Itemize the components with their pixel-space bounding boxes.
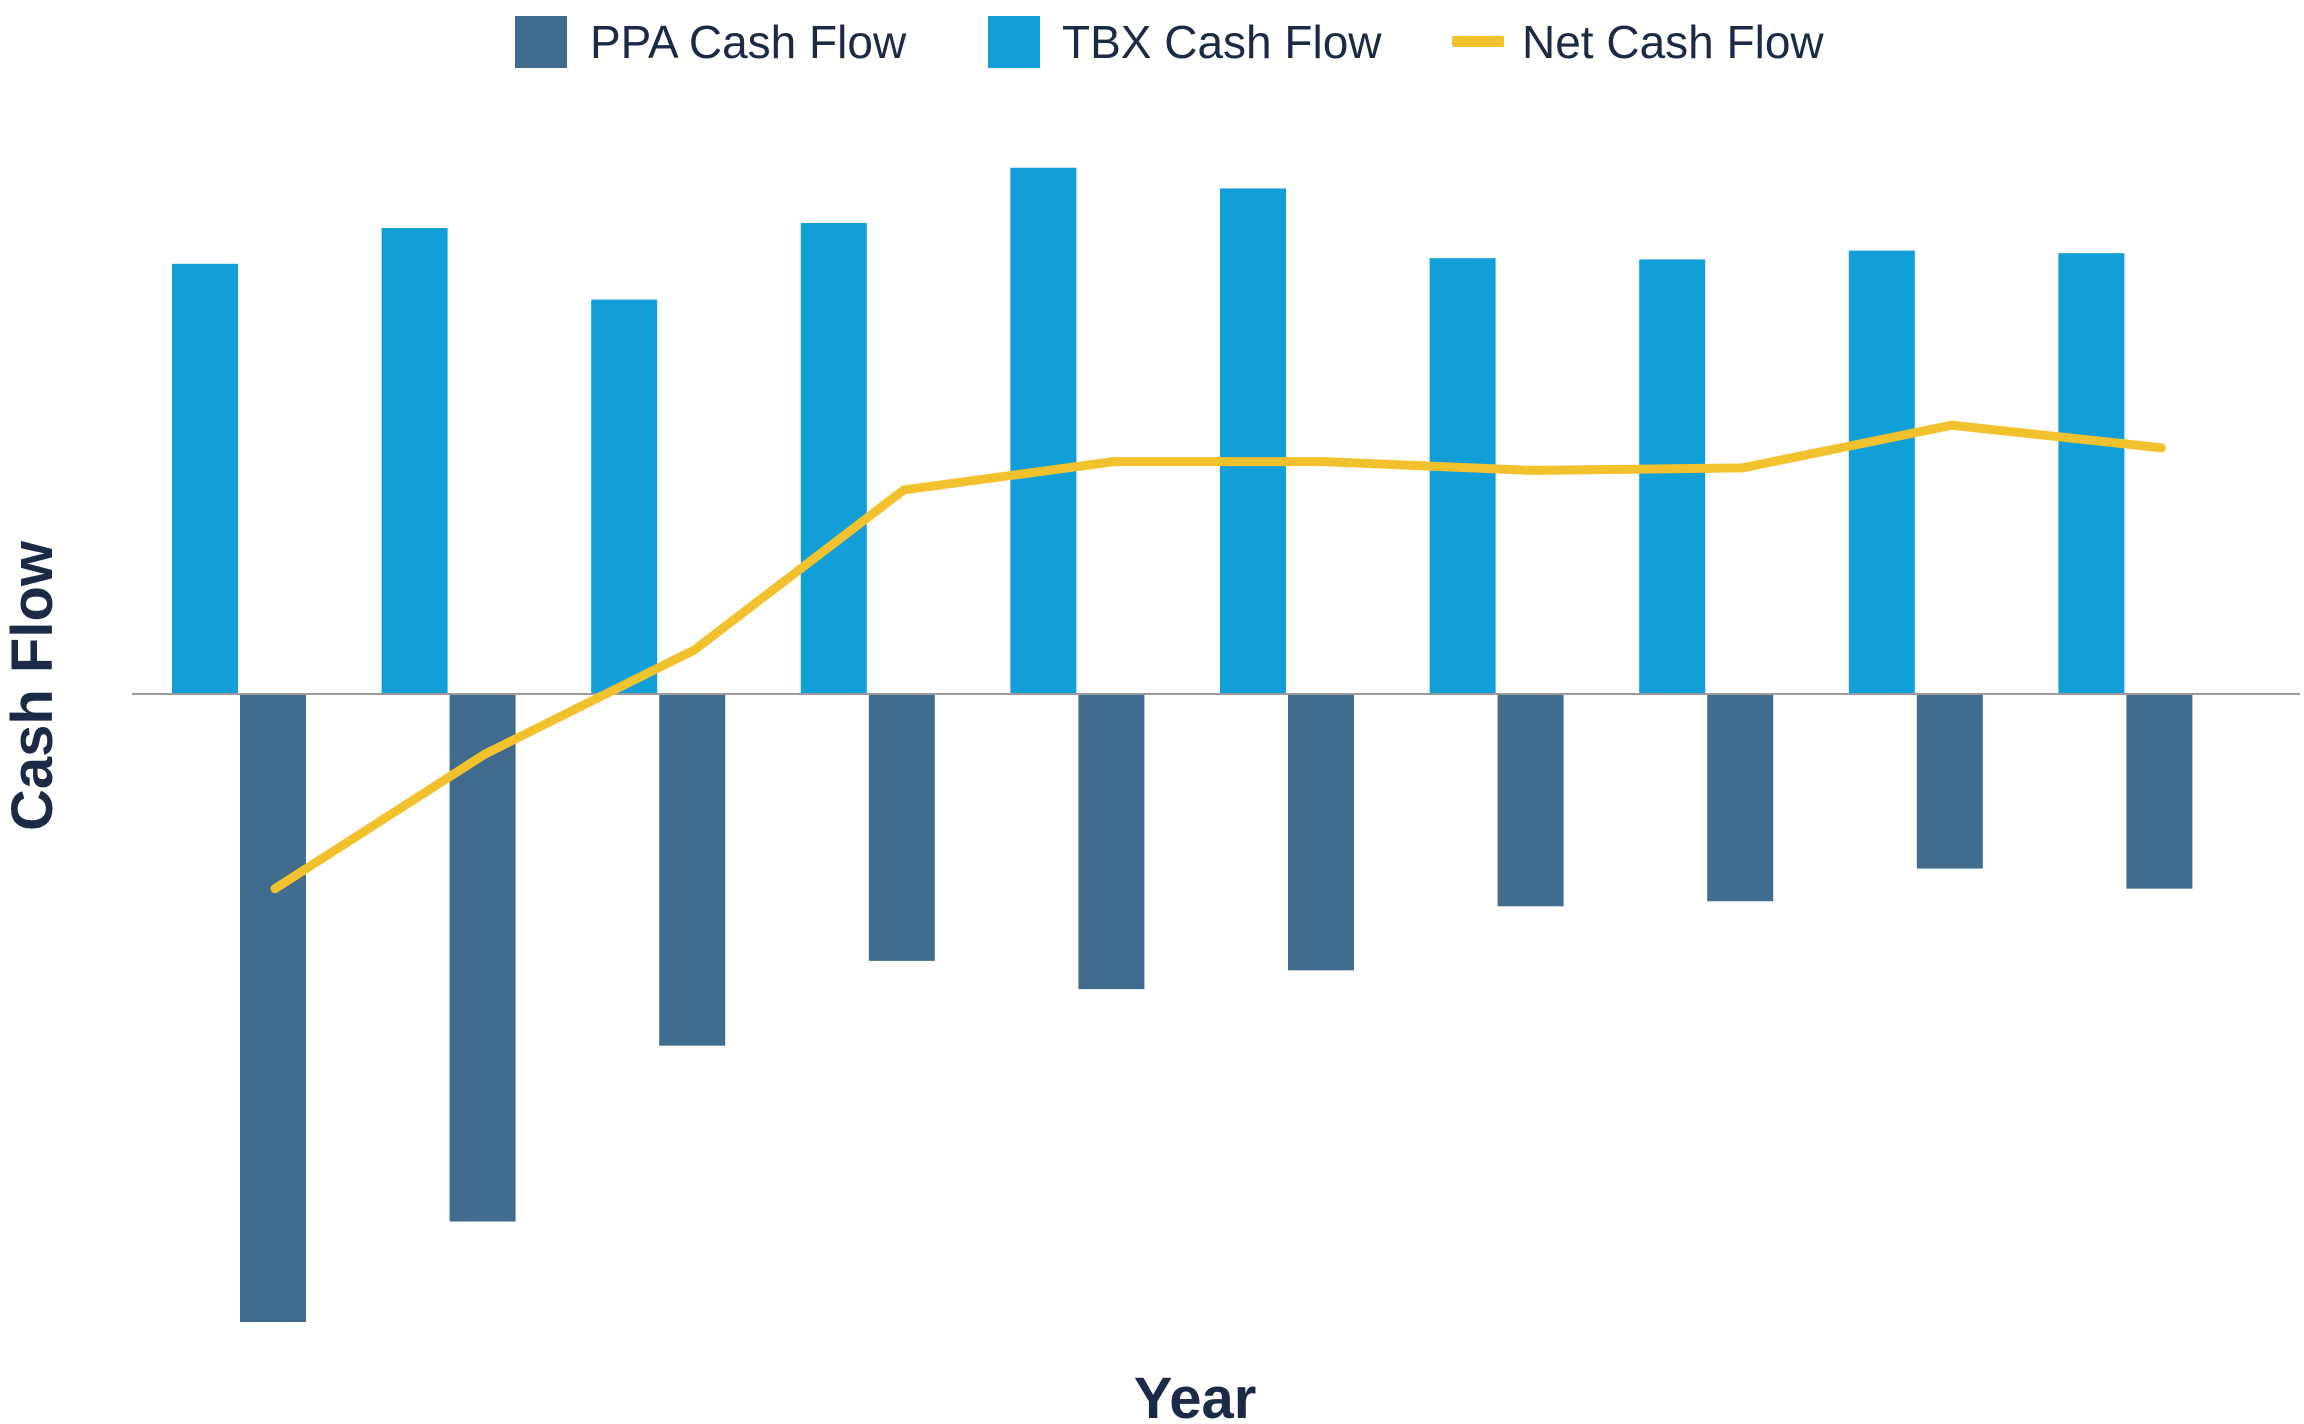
net-point-9 [1947,420,1957,430]
net-point-10 [2156,443,2166,453]
ppa-bar-7 [1497,694,1564,907]
legend-label-ppa: PPA Cash Flow [590,16,907,68]
net-point-3 [689,645,699,655]
y-axis-title: Cash Flow [0,540,65,831]
legend-swatch-ppa [515,16,567,68]
tbx-bar-5 [1010,167,1077,695]
bars-layer [172,167,2193,1322]
tbx-bar-6 [1220,188,1286,694]
legend-label-net: Net Cash Flow [1522,16,1824,68]
ppa-bar-6 [1288,694,1354,971]
ppa-bar-8 [1707,694,1774,902]
ppa-bar-4 [868,694,935,961]
legend: PPA Cash Flow TBX Cash Flow Net Cash Flo… [515,16,1824,68]
ppa-bar-2 [449,694,516,1222]
ppa-bar-10 [2126,694,2193,889]
tbx-bar-9 [1848,250,1915,694]
tbx-bar-1 [172,263,238,694]
tbx-bar-3 [591,299,658,694]
line-layer [270,420,2166,894]
net-point-5 [1108,457,1118,467]
ppa-bar-1 [240,694,306,1322]
legend-label-tbx: TBX Cash Flow [1062,16,1382,68]
net-point-7 [1528,465,1538,475]
ppa-bar-3 [659,694,726,1046]
tbx-bar-2 [381,228,448,695]
tbx-bar-8 [1639,259,1706,694]
net-cash-flow-line [272,420,2162,893]
ppa-bar-5 [1078,694,1145,990]
legend-swatch-net [1452,36,1504,47]
x-axis-title: Year [1134,1366,1257,1424]
tbx-bar-7 [1429,258,1496,694]
tbx-bar-4 [800,223,867,694]
ppa-bar-9 [1916,694,1983,869]
net-point-4 [899,485,909,495]
net-point-8 [1737,463,1747,473]
tbx-bar-10 [2058,253,2125,695]
net-point-6 [1318,457,1328,467]
legend-swatch-tbx [988,16,1040,68]
net-point-1 [270,884,280,894]
net-point-2 [480,749,490,759]
